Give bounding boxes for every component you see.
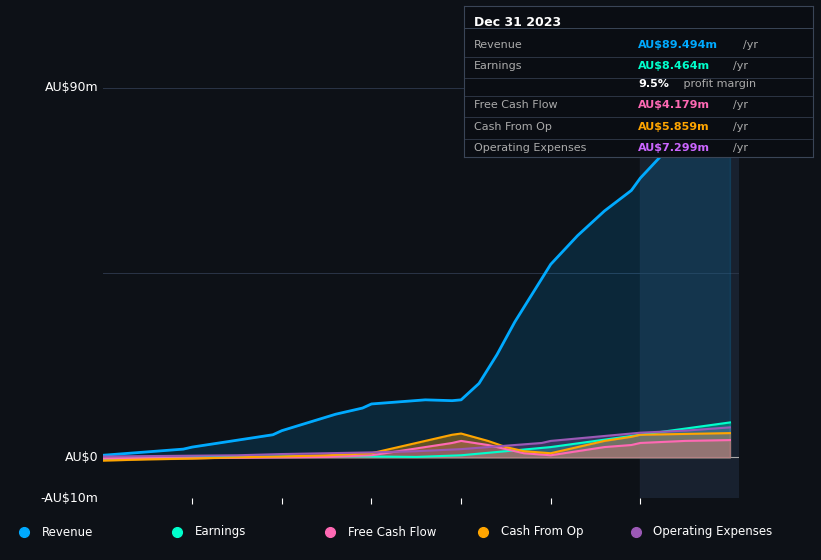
Text: AU$5.859m: AU$5.859m [639, 122, 710, 132]
Text: AU$0: AU$0 [65, 451, 99, 464]
Bar [640, 67, 739, 498]
Text: /yr: /yr [732, 61, 748, 71]
Text: Free Cash Flow: Free Cash Flow [475, 100, 558, 110]
Text: /yr: /yr [732, 100, 748, 110]
Text: AU$8.464m: AU$8.464m [639, 61, 710, 71]
Text: /yr: /yr [743, 40, 758, 50]
Text: Revenue: Revenue [42, 525, 94, 539]
Text: Operating Expenses: Operating Expenses [475, 143, 587, 153]
Text: Revenue: Revenue [475, 40, 523, 50]
Text: 9.5%: 9.5% [639, 79, 669, 89]
Text: Earnings: Earnings [195, 525, 246, 539]
Text: Cash From Op: Cash From Op [475, 122, 553, 132]
Text: Dec 31 2023: Dec 31 2023 [475, 16, 562, 29]
Text: AU$7.299m: AU$7.299m [639, 143, 710, 153]
Text: Operating Expenses: Operating Expenses [654, 525, 773, 539]
Text: Earnings: Earnings [475, 61, 523, 71]
Text: AU$89.494m: AU$89.494m [639, 40, 718, 50]
Text: profit margin: profit margin [680, 79, 756, 89]
Text: /yr: /yr [732, 122, 748, 132]
Text: AU$4.179m: AU$4.179m [639, 100, 710, 110]
Text: /yr: /yr [732, 143, 748, 153]
Text: Cash From Op: Cash From Op [501, 525, 583, 539]
Text: -AU$10m: -AU$10m [40, 492, 99, 505]
Text: AU$90m: AU$90m [44, 81, 99, 94]
Text: Free Cash Flow: Free Cash Flow [348, 525, 436, 539]
